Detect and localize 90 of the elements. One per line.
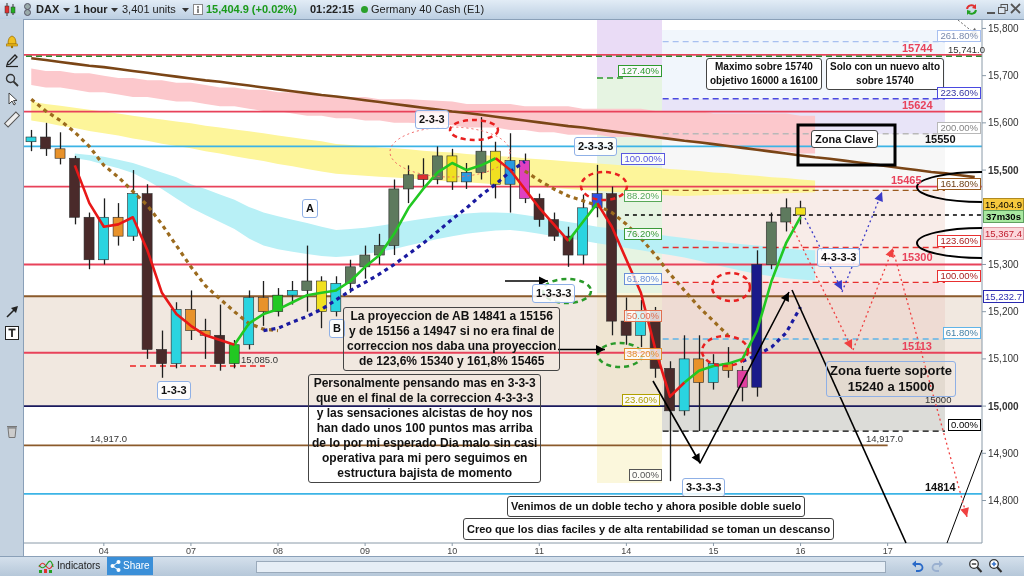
annotation: 261.80% — [937, 29, 981, 42]
ref-line-label: 15300 — [902, 251, 933, 264]
annotation: 4-3-3-3 — [817, 248, 861, 267]
annotation: Maximo sobre 15740 objetivo 16000 a 16100 — [706, 58, 822, 90]
annotation: Zona fuerte soporte 15240 a 15000 — [830, 362, 953, 394]
annotation: 61.80% — [623, 273, 662, 285]
annotation: 2-3-3 — [415, 110, 449, 129]
ref-line-label: 15465 — [891, 173, 922, 186]
annotation: Creo que los dias faciles y de alta rentabilidad se toman un descanso — [463, 518, 835, 540]
annotation: 1-3-3 — [157, 381, 191, 400]
x-tick-label: 08 — [273, 546, 284, 557]
y-tick-label: 15,000 — [988, 400, 1020, 412]
annotation: A — [302, 199, 318, 218]
candlestick — [693, 334, 704, 432]
text: 01:22:15 — [310, 3, 355, 16]
annotation: 100.00% — [621, 153, 665, 165]
y-tick-label: 15,700 — [988, 70, 1020, 82]
y-tick-label: 15,500 — [988, 164, 1020, 176]
annotation: Venimos de un doble techo y ahora posible doble suelo — [507, 496, 806, 517]
chart-subtitle: Germany 40 Cash (E1) — [371, 3, 485, 16]
candlestick — [795, 200, 806, 225]
candlestick — [475, 116, 487, 181]
ref-line-label: 15,404.9 — [983, 197, 1024, 211]
y-tick-label: 15,600 — [988, 117, 1020, 129]
text: 37m30s — [983, 210, 1024, 223]
annotation: 61.80% — [942, 327, 981, 340]
x-tick-label: 14 — [621, 546, 632, 557]
annotation: Zona Clave — [811, 130, 878, 148]
annotation: 123.60% — [937, 235, 981, 248]
x-tick-label: 16 — [795, 546, 806, 557]
ref-line-label: 15624 — [902, 98, 933, 111]
ref-line-label: 15744 — [902, 41, 933, 54]
y-tick-label: 14,800 — [988, 495, 1020, 507]
annotation: 223.60% — [937, 86, 981, 99]
x-tick-label: 04 — [98, 546, 109, 557]
text: 15,404.9 (+0.02%) — [206, 3, 297, 16]
x-tick-label: 07 — [185, 546, 196, 557]
annotation: 3-3-3-3 — [682, 478, 726, 497]
ref-line-label: 14814 — [925, 480, 956, 493]
candlestick — [25, 129, 37, 152]
y-tick-label: 15,100 — [988, 353, 1020, 365]
candlestick — [780, 197, 792, 233]
y-tick-label: 14,900 — [988, 447, 1020, 459]
x-tick-label: 15 — [708, 546, 719, 557]
y-tick-label: 15,300 — [988, 258, 1020, 270]
text: Indicators — [57, 560, 101, 572]
ref-line-label: 15,085.0 — [241, 353, 278, 365]
x-tick-label: 17 — [882, 546, 893, 557]
annotation: 0.00% — [948, 419, 981, 432]
x-tick-label: 11 — [534, 546, 544, 557]
candlestick — [417, 157, 429, 188]
annotation: 100.00% — [937, 270, 981, 283]
annotation: 127.40% — [618, 65, 662, 77]
candlestick — [156, 329, 167, 379]
annotation: 38.20% — [623, 348, 662, 360]
annotation: 200.00% — [937, 121, 981, 134]
candlestick — [257, 280, 269, 327]
annotation: B — [329, 319, 345, 338]
annotation: 2-3-3-3 — [574, 137, 618, 156]
ref-line-label: 15000 — [925, 394, 952, 406]
text: Share — [123, 560, 150, 572]
annotation: 76.20% — [623, 228, 662, 240]
ref-line-label: 15,741.0 — [948, 44, 985, 56]
candlestick — [461, 162, 472, 190]
y-tick-label: 15,200 — [988, 306, 1020, 318]
candlestick — [40, 122, 51, 157]
ref-line-label: 15113 — [902, 339, 932, 352]
ref-line-label: 15550 — [925, 133, 956, 146]
annotation: 50.00% — [623, 310, 662, 322]
chart-title: DAX — [36, 3, 60, 16]
annotation: Solo con un nuevo alto sobre 15740 — [830, 61, 940, 86]
candlestick — [301, 244, 313, 313]
ref-line-label: 15,232.7 — [983, 290, 1024, 304]
x-tick-label: 10 — [447, 546, 458, 557]
candlestick — [54, 131, 66, 166]
annotation: La proyeccion de AB 14841 a 15156 y de 15156 a 14947 si no era final de correccion nos daba una proyeccion de 123,6% 15340 y 161,8% 15465 — [343, 307, 561, 371]
text: 3,401 units — [122, 3, 176, 16]
candlestick — [286, 280, 298, 306]
annotation: 15,367.4 — [983, 226, 1024, 240]
annotation: 23.60% — [621, 394, 660, 406]
annotation: 0.00% — [629, 469, 662, 481]
annotation: 1-3-3-3 — [532, 284, 576, 303]
y-tick-label: 15,800 — [988, 22, 1020, 34]
ref-line-label: 14,917.0 — [90, 433, 127, 445]
x-tick-label: 09 — [360, 546, 371, 557]
text: 14,917.0 — [866, 433, 903, 445]
text: 1 hour — [74, 3, 108, 16]
annotation: 88.20% — [623, 190, 662, 202]
candlestick — [403, 164, 414, 204]
annotation: 161.80% — [937, 178, 981, 191]
